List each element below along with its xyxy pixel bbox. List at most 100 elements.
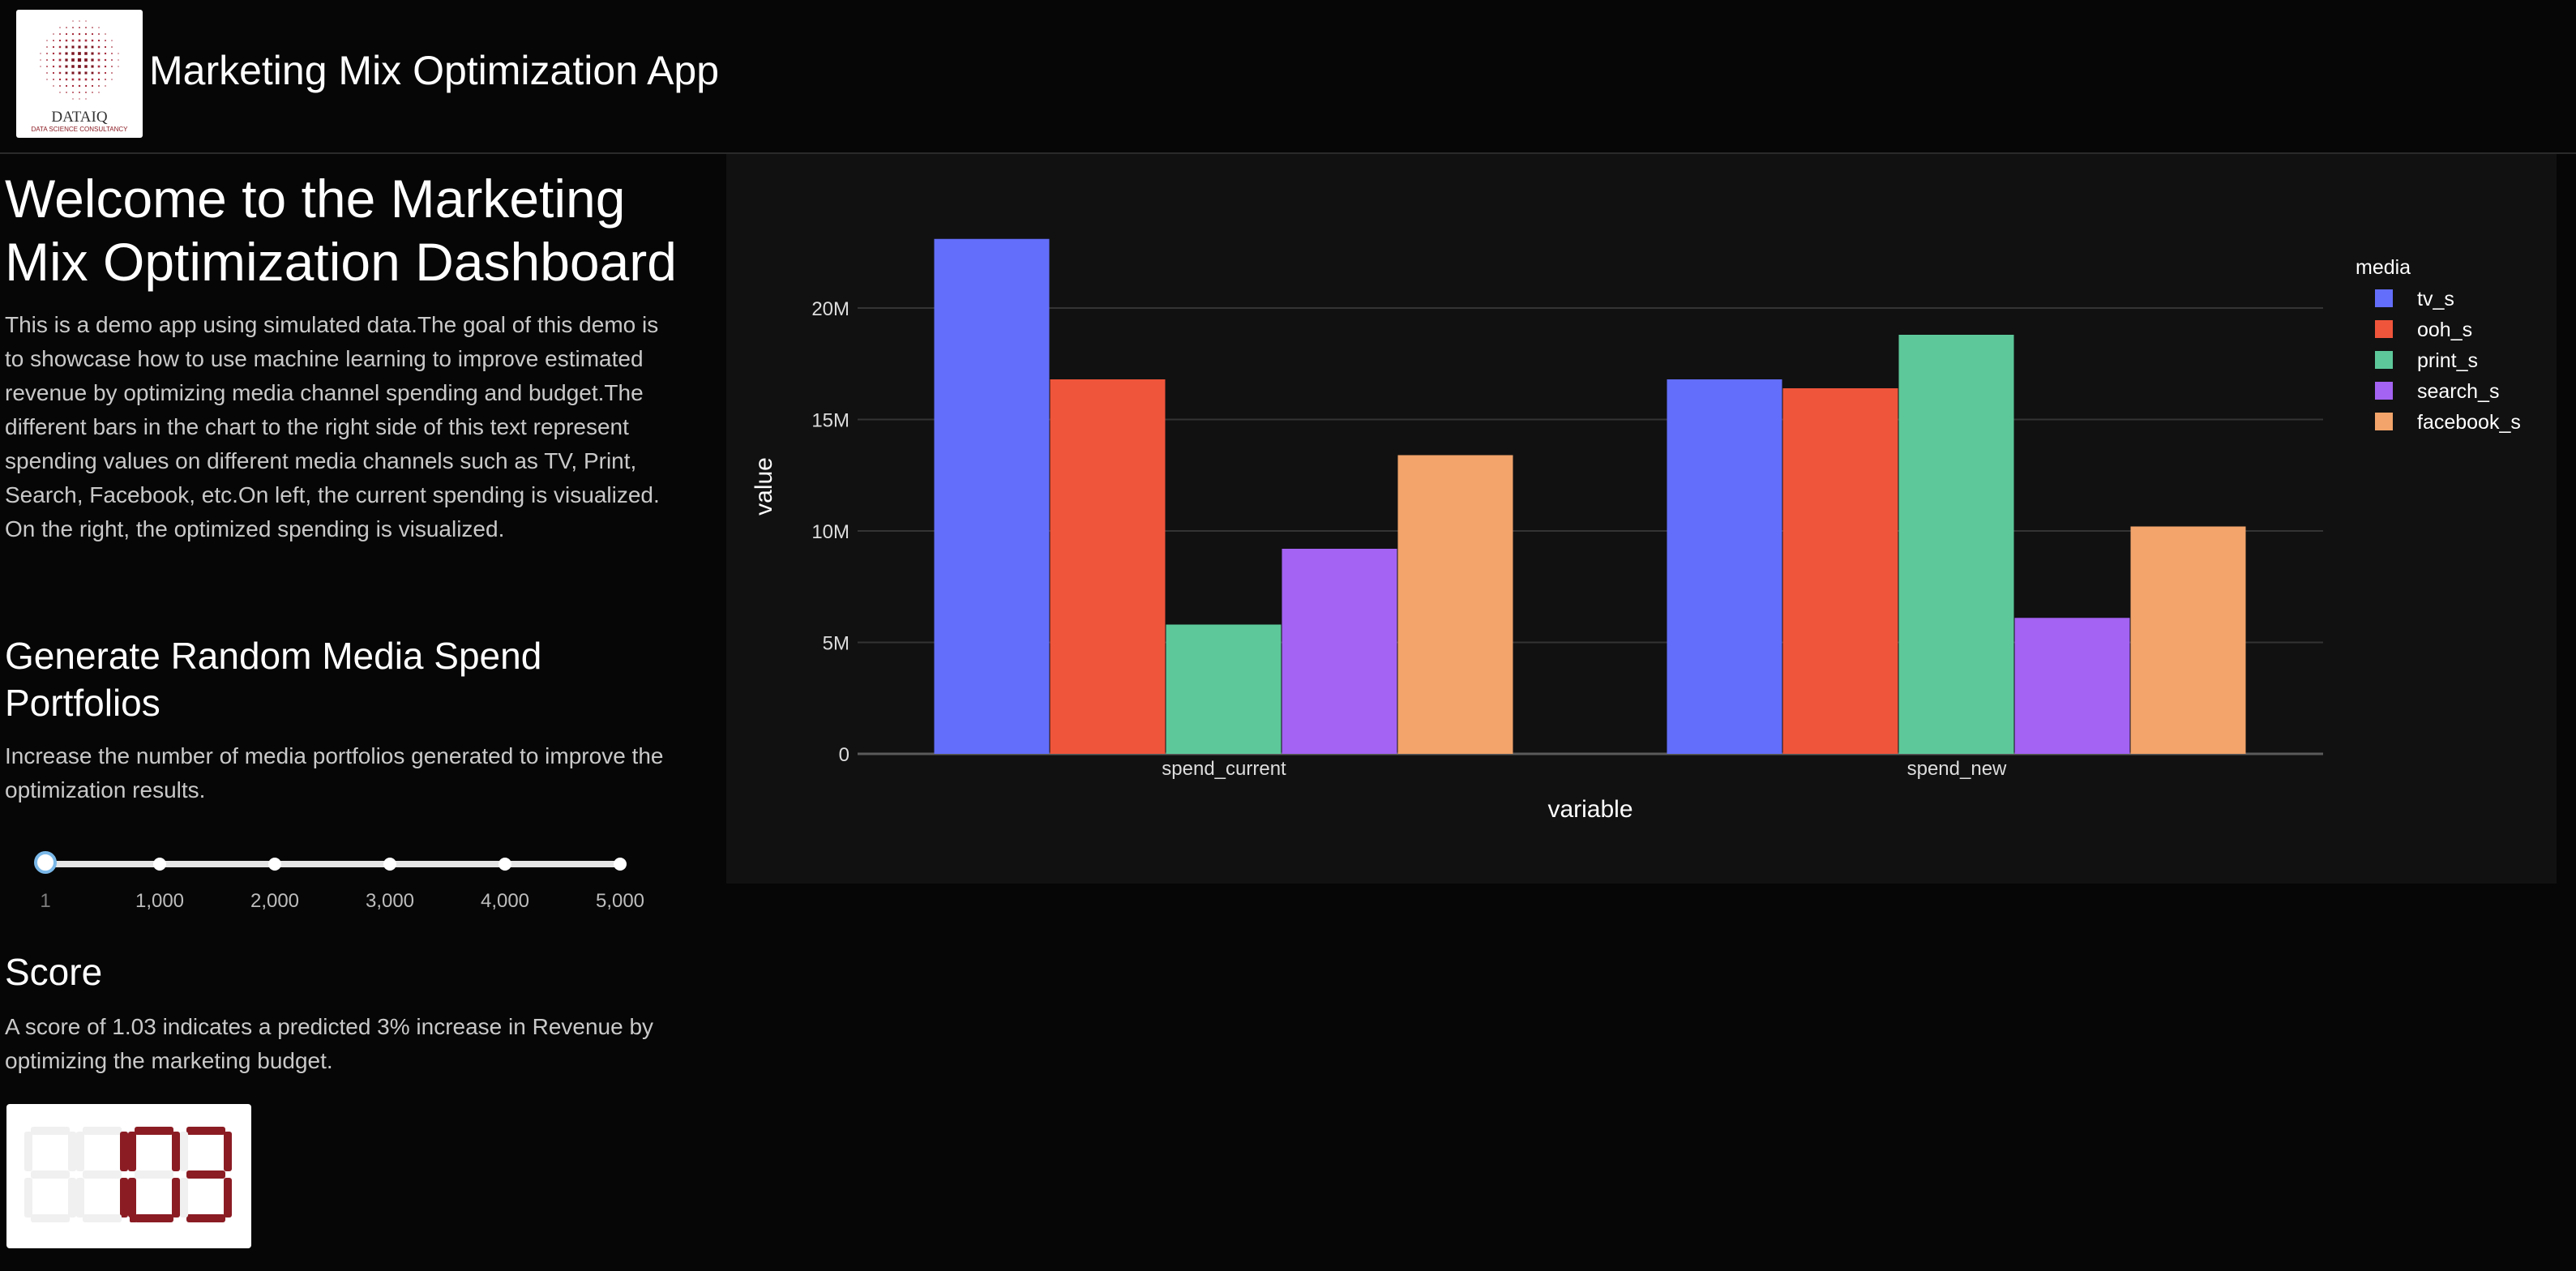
slider-mark-label[interactable]: 2,000: [250, 890, 300, 912]
y-axis-title: value: [751, 457, 777, 516]
logo-dot: [78, 52, 81, 55]
bar-facebook_s-spend_current[interactable]: [1397, 455, 1513, 755]
logo-dot: [46, 46, 48, 48]
led-segment: [135, 1127, 173, 1135]
bar-tv_s-spend_new[interactable]: [1667, 379, 1782, 754]
logo-dot: [78, 39, 81, 42]
logo-dot: [91, 65, 94, 68]
led-segment: [76, 1132, 84, 1171]
slider-mark-dot[interactable]: [383, 858, 396, 871]
score-led-display: [6, 1104, 251, 1248]
bar-facebook_s-spend_new[interactable]: [2130, 526, 2246, 755]
logo-dot: [58, 71, 62, 75]
logo-dot: [46, 40, 48, 41]
bar-ooh_s-spend_current[interactable]: [1050, 379, 1166, 754]
legend-item-label[interactable]: facebook_s: [2417, 411, 2521, 434]
bar-search_s-spend_current[interactable]: [1282, 549, 1397, 754]
slider-mark-dot[interactable]: [614, 858, 627, 871]
led-segment: [83, 1170, 122, 1179]
portfolio-count-slider[interactable]: 1 1,000 2,000 3,000 4,000 5,000: [0, 819, 713, 912]
logo-dot: [66, 27, 67, 28]
slider-mark-label[interactable]: 1,000: [135, 890, 185, 912]
led-segment: [68, 1178, 76, 1218]
logo-dot: [97, 39, 101, 42]
legend-swatch[interactable]: [2375, 289, 2393, 307]
legend-swatch[interactable]: [2375, 382, 2393, 400]
bar-chart-svg[interactable]: 0 5M 10M 15M 20M spend_current spend_newvariab…: [726, 154, 2557, 884]
slider-mark-dot[interactable]: [268, 858, 281, 871]
legend-item-label[interactable]: ooh_s: [2417, 319, 2472, 341]
led-segment: [128, 1178, 136, 1218]
logo-dot: [59, 33, 61, 35]
logo-dot: [46, 72, 48, 74]
bar-tv_s-spend_current[interactable]: [934, 238, 1050, 754]
logo-dot: [71, 65, 75, 68]
logo-dot: [105, 72, 106, 74]
logo-dot: [53, 79, 54, 80]
legend-item-label[interactable]: search_s: [2417, 380, 2499, 403]
y-tick-label: 0: [839, 744, 849, 766]
legend-swatch[interactable]: [2375, 351, 2393, 369]
logo-wordmark: DATAIQ: [51, 109, 107, 126]
logo-dot: [105, 46, 106, 48]
logo-dot: [79, 27, 80, 28]
logo-dot: [58, 58, 62, 62]
logo-dot: [71, 39, 75, 42]
logo-dot: [111, 46, 113, 48]
led-segment: [172, 1178, 180, 1218]
bar-print_s-spend_current[interactable]: [1166, 624, 1282, 755]
logo-dot: [53, 46, 54, 48]
led-segment: [186, 1170, 225, 1179]
bar-print_s-spend_new[interactable]: [1898, 335, 2014, 754]
logo-dot: [85, 98, 87, 100]
logo-dot: [65, 78, 68, 81]
logo-dot: [111, 40, 113, 41]
led-segment: [31, 1214, 70, 1222]
app-title: Marketing Mix Optimization App: [149, 48, 720, 93]
slider-mark-dot[interactable]: [153, 858, 166, 871]
led-segment: [31, 1127, 70, 1135]
led-segment: [24, 1178, 32, 1218]
logo-dot: [104, 52, 107, 55]
slider-rail[interactable]: [45, 861, 621, 867]
legend-swatch[interactable]: [2375, 413, 2393, 430]
legend-item-label[interactable]: print_s: [2417, 349, 2478, 372]
slider-mark-label[interactable]: 1: [40, 890, 51, 912]
logo-dot: [71, 45, 75, 49]
welcome-heading: Welcome to the Marketing Mix Optimizatio…: [5, 169, 677, 292]
led-segment: [224, 1132, 232, 1171]
logo-dot: [84, 45, 88, 49]
logo-dot: [85, 27, 87, 28]
bar-search_s-spend_new[interactable]: [2014, 618, 2130, 754]
logo-dot: [71, 32, 75, 36]
slider-mark-label[interactable]: 3,000: [365, 890, 415, 912]
logo-dot: [46, 59, 48, 61]
slider-mark-label[interactable]: 4,000: [480, 890, 530, 912]
logo-tagline: DATA SCIENCE CONSULTANCY: [32, 126, 129, 133]
slider-mark-label[interactable]: 5,000: [595, 890, 645, 912]
slider-handle[interactable]: [34, 851, 57, 874]
logo-dot: [78, 65, 81, 68]
bar-ooh_s-spend_new[interactable]: [1782, 388, 1898, 754]
logo-dot: [97, 65, 101, 68]
logo-dot: [66, 92, 67, 93]
y-tick-label: 20M: [811, 298, 849, 320]
logo-dot: [111, 66, 113, 67]
led-segment: [186, 1214, 225, 1222]
y-tick-label: 10M: [811, 521, 849, 543]
led-segment: [186, 1127, 225, 1135]
generator-description: Increase the number of media portfolios …: [5, 743, 664, 802]
logo-dot: [85, 20, 87, 22]
led-segment: [180, 1132, 188, 1171]
logo-dot: [91, 78, 94, 81]
legend-item-label[interactable]: tv_s: [2417, 288, 2454, 310]
chart-legend[interactable]: media tv_s ooh_s print_s search_s facebook_s: [2356, 256, 2521, 434]
media-spend-chart[interactable]: 0 5M 10M 15M 20M spend_current spend_new variab…: [726, 154, 2557, 884]
logo-dot: [104, 65, 107, 68]
logo-dot: [91, 71, 94, 75]
logo-dot: [111, 59, 113, 61]
logo-dot: [92, 92, 93, 93]
logo-dot: [78, 78, 81, 81]
legend-swatch[interactable]: [2375, 320, 2393, 338]
slider-mark-dot[interactable]: [499, 858, 511, 871]
